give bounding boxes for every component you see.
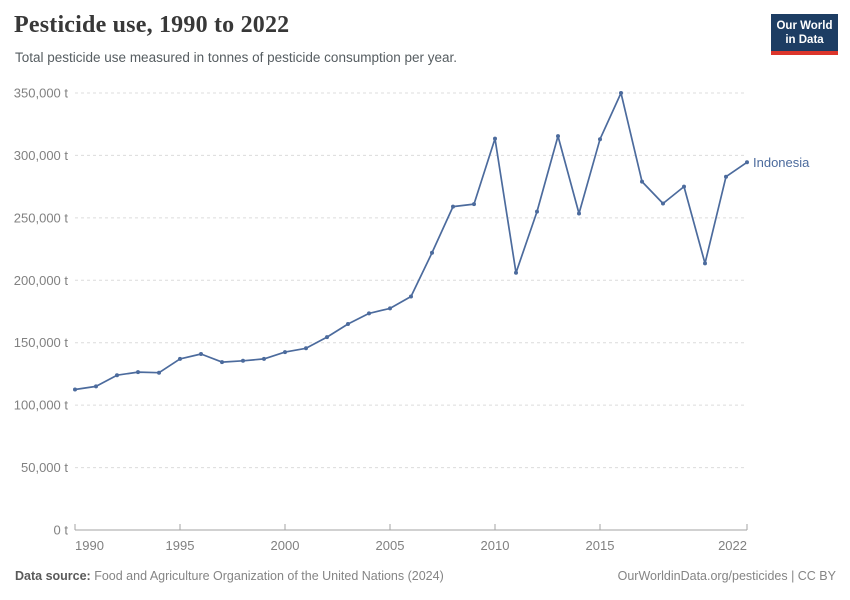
data-point-marker (514, 270, 518, 275)
data-point-marker (430, 250, 434, 255)
y-tick-label: 250,000 t (14, 210, 69, 225)
x-tick-label: 1990 (75, 538, 104, 553)
data-point-marker (325, 335, 329, 340)
series-end-label: Indonesia (753, 155, 810, 170)
x-tick-label: 2015 (586, 538, 615, 553)
data-point-marker (493, 136, 497, 141)
data-point-marker (724, 174, 728, 179)
footer-attribution: OurWorldinData.org/pesticides | CC BY (617, 569, 836, 583)
owid-logo: Our World in Data (771, 14, 838, 55)
chart-footer: Data source: Food and Agriculture Organi… (15, 569, 836, 583)
data-point-marker (262, 356, 266, 361)
data-point-marker (451, 204, 455, 209)
x-tick-label: 2010 (481, 538, 510, 553)
data-point-marker (136, 370, 140, 375)
data-point-marker (241, 358, 245, 363)
chart-subtitle: Total pesticide use measured in tonnes o… (15, 50, 458, 65)
data-source-label: Data source: (15, 569, 91, 583)
x-tick-label: 2000 (271, 538, 300, 553)
data-point-marker (577, 211, 581, 216)
logo-line-1: Our World (776, 20, 833, 32)
data-point-marker (703, 261, 707, 266)
x-tick-label: 1995 (166, 538, 195, 553)
data-point-marker (304, 346, 308, 351)
data-source-text: Food and Agriculture Organization of the… (94, 569, 444, 583)
y-tick-label: 150,000 t (14, 335, 69, 350)
data-point-marker (409, 294, 413, 299)
data-point-marker (199, 352, 203, 356)
data-point-marker (367, 311, 371, 316)
data-source: Data source: Food and Agriculture Organi… (15, 569, 444, 583)
data-point-marker (472, 202, 476, 207)
y-tick-label: 100,000 t (14, 398, 69, 413)
data-point-marker (598, 137, 602, 142)
data-point-marker (346, 322, 350, 326)
data-point-marker (619, 91, 623, 95)
data-point-marker (745, 160, 749, 165)
data-point-marker (220, 360, 224, 365)
data-point-marker (535, 209, 539, 214)
x-tick-label: 2022 (718, 538, 747, 553)
data-point-marker (283, 350, 287, 355)
y-tick-label: 200,000 t (14, 273, 69, 288)
series-line-indonesia (74, 92, 748, 391)
x-tick-label: 2005 (376, 538, 405, 553)
y-tick-label: 0 t (54, 523, 69, 538)
data-point-marker (388, 306, 392, 311)
data-point-marker (115, 373, 119, 378)
data-point-marker (640, 179, 644, 184)
data-point-marker (661, 201, 665, 206)
data-point-marker (178, 356, 182, 361)
y-tick-label: 300,000 t (14, 148, 69, 163)
data-point-marker (556, 134, 560, 139)
data-point-marker (94, 384, 98, 389)
logo-line-2: in Data (785, 34, 824, 46)
page-title: Pesticide use, 1990 to 2022 (14, 12, 290, 38)
y-tick-label: 350,000 t (14, 86, 69, 101)
data-point-marker (157, 370, 161, 375)
data-point-marker (73, 387, 77, 392)
data-point-marker (682, 184, 686, 189)
y-tick-label: 50,000 t (21, 460, 68, 475)
